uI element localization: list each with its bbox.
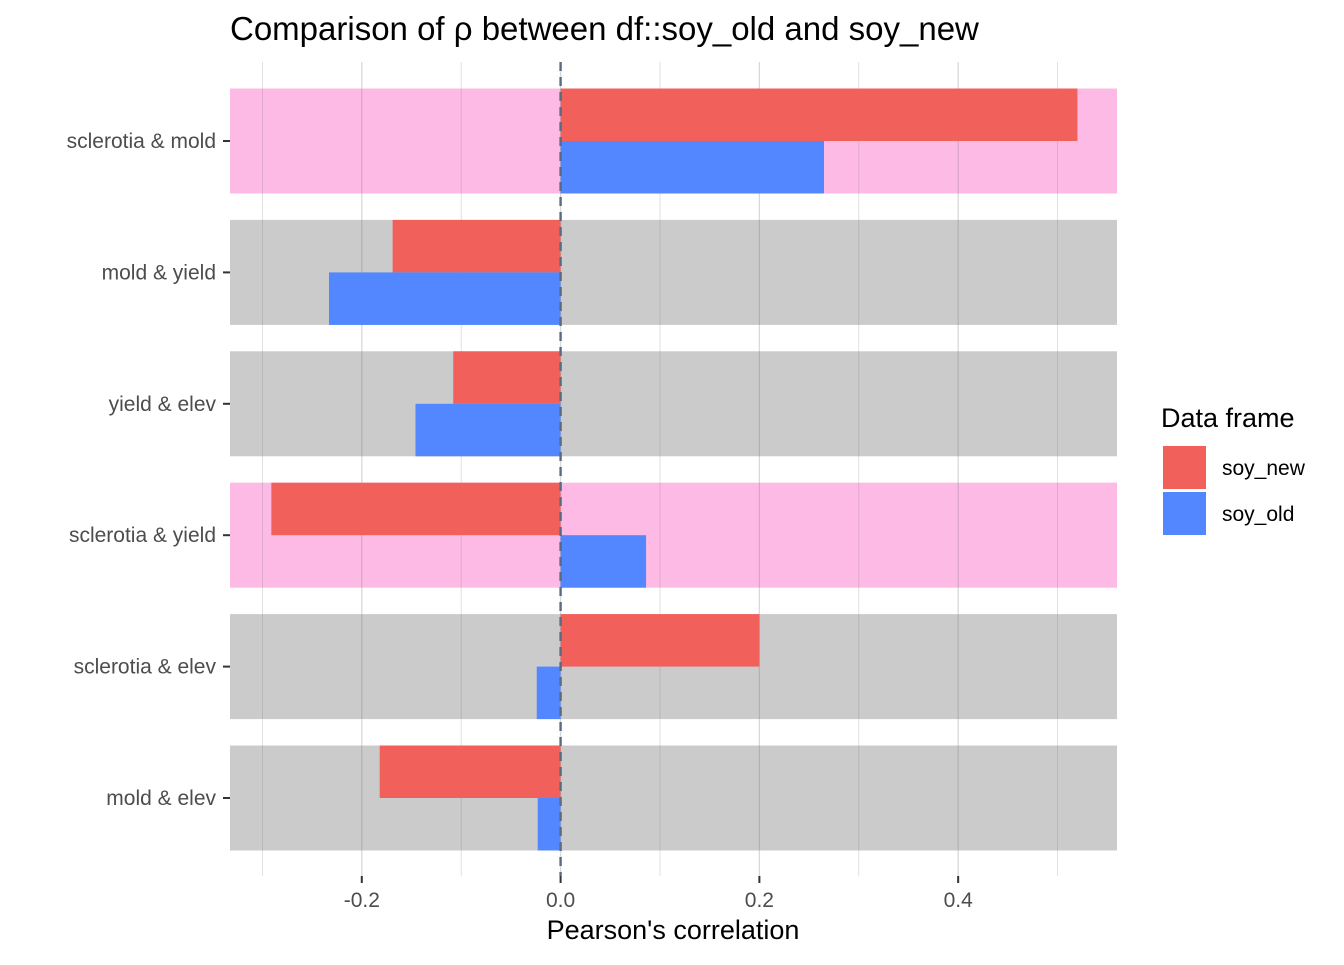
bar-soy-new-yield-elev: [453, 351, 561, 404]
bar-soy-old-sclerotia-elev: [536, 666, 561, 720]
y-tick-label-sclerotia-mold: sclerotia & mold: [67, 130, 216, 153]
y-axis: sclerotia & mold mold & yield yield & elev…: [67, 130, 230, 810]
bar-soy-old-yield-elev: [415, 403, 561, 457]
bar-soy-old-mold-elev: [537, 798, 561, 851]
bar-soy-new-sclerotia-mold: [560, 88, 1078, 141]
bar-soy-old-sclerotia-yield: [560, 535, 647, 588]
legend-swatch-soy-old: [1163, 492, 1206, 535]
x-axis-title: Pearson's correlation: [547, 915, 800, 945]
legend-entries: soy_new soy_old: [1163, 446, 1306, 535]
panel-backgrounds: [230, 88, 1117, 851]
bar-soy-new-sclerotia-elev: [560, 614, 760, 667]
legend: Data frame soy_new soy_old: [1161, 403, 1306, 535]
y-tick-label-yield-elev: yield & elev: [109, 393, 217, 416]
y-tick-label-sclerotia-elev: sclerotia & elev: [74, 656, 217, 679]
bars: [271, 88, 1078, 851]
bar-soy-new-sclerotia-yield: [271, 482, 561, 536]
x-tick-label: 0.0: [546, 889, 575, 912]
legend-title: Data frame: [1161, 403, 1295, 433]
band-yield-elev: [230, 351, 1117, 457]
gridlines: [262, 62, 1058, 876]
x-tick-label: -0.2: [344, 889, 380, 912]
bar-soy-new-mold-elev: [379, 745, 561, 798]
y-tick-label-mold-yield: mold & yield: [102, 261, 216, 284]
x-tick-label: 0.4: [944, 889, 974, 912]
y-tick-label-sclerotia-yield: sclerotia & yield: [69, 524, 216, 547]
chart-title: Comparison of ρ between df::soy_old and …: [230, 10, 979, 47]
bar-soy-old-mold-yield: [328, 272, 561, 325]
x-tick-label: 0.2: [745, 889, 774, 912]
y-tick-label-mold-elev: mold & elev: [106, 787, 216, 810]
bar-soy-old-sclerotia-mold: [560, 141, 824, 194]
band-mold-elev: [230, 745, 1117, 851]
bar-soy-new-mold-yield: [392, 219, 561, 273]
legend-label-soy-new: soy_new: [1222, 457, 1306, 480]
legend-swatch-soy-new: [1163, 446, 1206, 489]
x-axis: -0.2 0.0 0.2 0.4: [344, 876, 973, 912]
legend-label-soy-old: soy_old: [1222, 503, 1294, 526]
